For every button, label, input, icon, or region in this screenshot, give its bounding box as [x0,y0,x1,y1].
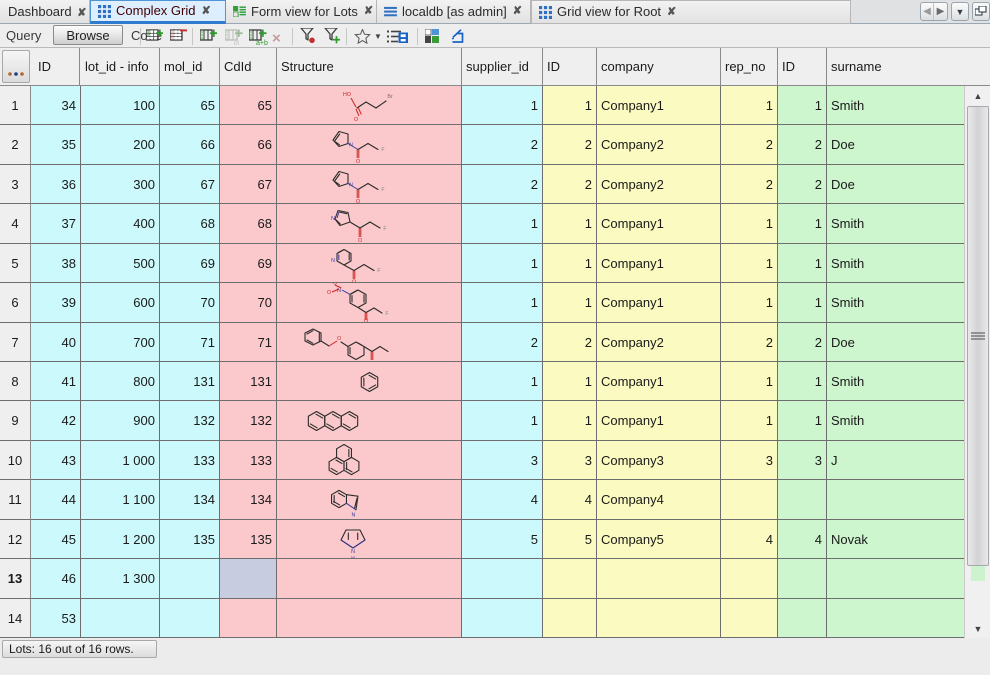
svg-text:HO: HO [343,92,351,98]
svg-text:N: N [331,258,335,264]
svg-text:N: N [349,182,353,188]
svg-text:O: O [337,336,341,342]
svg-text:N: N [337,288,341,294]
svg-text:O: O [327,290,331,296]
svg-text:N: N [331,216,335,222]
svg-text:N: N [351,549,355,555]
svg-text:N: N [349,143,353,149]
svg-text:F: F [385,311,389,317]
svg-text:F: F [377,268,381,274]
svg-text:F: F [383,226,387,232]
svg-text:Br: Br [387,94,393,100]
svg-text:N: N [352,513,356,519]
svg-text:O: O [333,283,337,286]
svg-text:O: O [354,117,358,123]
svg-text:F: F [381,147,385,153]
svg-text:F: F [381,187,385,193]
